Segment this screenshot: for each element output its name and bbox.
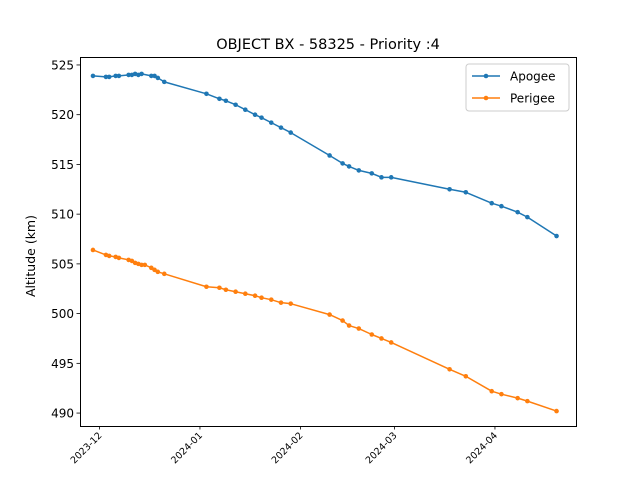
- apogee-point: [369, 171, 375, 176]
- apogee-point: [233, 102, 238, 108]
- apogee-point: [252, 112, 258, 117]
- perigee-point: [233, 289, 238, 295]
- apogee-point: [356, 168, 362, 173]
- perigee-point: [142, 262, 148, 268]
- perigee-point: [259, 295, 264, 301]
- chart-title: OBJECT BX - 58325 - Priority :4: [216, 37, 440, 53]
- perigee-point: [90, 247, 96, 253]
- perigee-point: [554, 408, 559, 414]
- perigee-point: [525, 398, 530, 404]
- perigee-point: [340, 318, 345, 323]
- apogee-point: [259, 115, 264, 120]
- perigee-point: [288, 301, 294, 306]
- perigee-point: [388, 340, 394, 345]
- legend-marker-apogee: [483, 73, 489, 79]
- y-tick-label: 525: [51, 58, 74, 72]
- apogee-point: [554, 233, 559, 239]
- legend: Apogee Perigee: [465, 63, 570, 112]
- y-tick-label: 500: [51, 307, 74, 321]
- perigee-point: [369, 332, 375, 337]
- perigee-point: [223, 287, 229, 293]
- y-tick-label: 510: [51, 208, 74, 222]
- apogee-point: [204, 91, 209, 97]
- perigee-point: [161, 271, 167, 277]
- apogee-point: [116, 73, 122, 79]
- perigee-point: [268, 297, 274, 302]
- apogee-point: [106, 74, 112, 80]
- series-layer: [90, 71, 559, 414]
- perigee-point: [252, 293, 258, 299]
- y-tick-label: 505: [51, 257, 74, 271]
- perigee-point: [379, 336, 384, 341]
- apogee-point: [278, 125, 284, 130]
- plot-frame: [80, 57, 577, 427]
- apogee-point: [268, 120, 274, 125]
- y-axis-label: Altitude (km): [23, 215, 38, 297]
- perigee-point: [106, 253, 112, 259]
- apogee-point: [463, 189, 469, 195]
- apogee-point: [161, 79, 167, 85]
- perigee-point: [278, 300, 284, 305]
- apogee-point: [217, 96, 222, 102]
- apogee-point: [90, 73, 96, 79]
- apogee-point: [346, 164, 352, 169]
- perigee-point: [327, 312, 332, 317]
- perigee-point: [515, 395, 520, 401]
- perigee-point: [116, 255, 122, 261]
- perigee-point: [155, 269, 161, 275]
- apogee-point: [223, 98, 229, 104]
- apogee-point: [155, 75, 161, 81]
- apogee-point: [327, 153, 332, 158]
- legend-marker-perigee: [483, 95, 489, 101]
- apogee-point: [447, 186, 452, 192]
- apogee-point: [139, 71, 144, 77]
- apogee-point: [379, 175, 384, 180]
- y-tick-label: 515: [51, 158, 74, 172]
- perigee-point: [217, 285, 222, 291]
- y-tick-label: 495: [51, 357, 74, 371]
- apogee-point: [525, 214, 530, 220]
- legend-label-apogee: Apogee: [510, 70, 556, 84]
- perigee-point: [243, 291, 248, 297]
- perigee-point: [447, 367, 452, 372]
- perigee-point: [204, 284, 209, 290]
- apogee-point: [243, 107, 248, 113]
- y-tick-label: 490: [51, 407, 74, 421]
- apogee-point: [149, 73, 154, 79]
- apogee-point: [126, 72, 131, 78]
- apogee-point: [340, 161, 345, 166]
- perigee-point: [489, 388, 495, 394]
- apogee-point: [288, 130, 294, 135]
- apogee-point: [499, 203, 504, 209]
- apogee-point: [103, 74, 109, 80]
- perigee-point: [463, 373, 469, 379]
- perigee-point: [346, 323, 352, 328]
- apogee-point: [388, 175, 394, 180]
- legend-label-perigee: Perigee: [510, 92, 555, 106]
- apogee-point: [489, 200, 495, 206]
- perigee-point: [356, 326, 362, 331]
- y-tick-label: 520: [51, 108, 74, 122]
- apogee-point: [113, 73, 118, 79]
- perigee-point: [499, 391, 504, 397]
- perigee-point: [139, 262, 144, 268]
- apogee-point: [515, 209, 520, 215]
